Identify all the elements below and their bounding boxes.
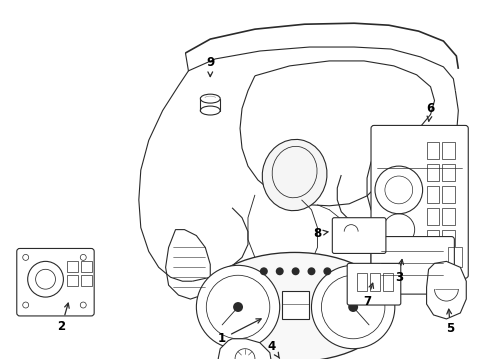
Text: 4: 4 xyxy=(267,340,279,358)
Text: 2: 2 xyxy=(57,303,69,333)
Circle shape xyxy=(196,265,279,349)
Circle shape xyxy=(307,267,315,275)
Bar xyxy=(369,273,379,291)
Bar xyxy=(442,164,454,181)
Circle shape xyxy=(347,302,357,312)
Circle shape xyxy=(291,267,299,275)
Bar xyxy=(281,291,309,319)
Bar xyxy=(81,261,92,272)
Text: 8: 8 xyxy=(313,227,327,240)
Text: 3: 3 xyxy=(394,260,403,284)
FancyBboxPatch shape xyxy=(370,237,453,294)
Bar xyxy=(426,208,439,225)
Circle shape xyxy=(323,267,331,275)
Bar xyxy=(81,275,92,286)
FancyBboxPatch shape xyxy=(332,218,385,253)
Ellipse shape xyxy=(200,94,220,103)
FancyBboxPatch shape xyxy=(17,248,94,316)
PathPatch shape xyxy=(426,261,466,319)
Ellipse shape xyxy=(262,139,326,211)
Text: 9: 9 xyxy=(206,57,214,77)
Text: 1: 1 xyxy=(218,319,261,345)
Bar xyxy=(67,261,78,272)
Circle shape xyxy=(311,265,394,349)
Bar xyxy=(426,230,439,247)
Bar xyxy=(67,275,78,286)
FancyBboxPatch shape xyxy=(346,264,400,305)
Bar xyxy=(356,273,366,291)
Bar xyxy=(426,142,439,159)
Bar xyxy=(442,208,454,225)
Bar xyxy=(382,273,392,291)
Bar xyxy=(426,164,439,181)
Circle shape xyxy=(259,267,267,275)
Circle shape xyxy=(275,267,283,275)
FancyBboxPatch shape xyxy=(370,125,468,278)
Text: 6: 6 xyxy=(426,102,434,121)
Bar xyxy=(442,142,454,159)
Ellipse shape xyxy=(198,252,390,360)
Bar xyxy=(447,247,461,267)
PathPatch shape xyxy=(218,339,271,360)
Text: 7: 7 xyxy=(362,283,373,307)
Bar xyxy=(442,230,454,247)
Circle shape xyxy=(233,302,243,312)
Ellipse shape xyxy=(200,106,220,115)
Bar xyxy=(442,186,454,203)
Bar xyxy=(426,186,439,203)
Text: 5: 5 xyxy=(446,309,453,336)
